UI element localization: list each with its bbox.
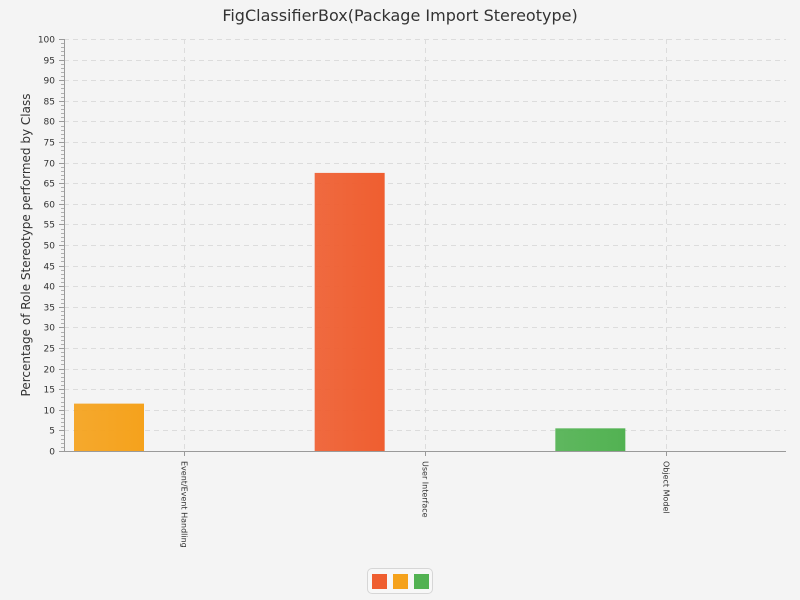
y-tick-label: 30 [44, 324, 56, 334]
y-tick-label: 90 [44, 77, 56, 87]
y-tick-label: 15 [44, 386, 55, 396]
y-tick-label: 75 [44, 139, 55, 149]
bar [74, 403, 144, 451]
y-tick-label: 85 [44, 98, 55, 108]
tick-labels: 0 5 10 15 20 25 30 35 40 45 50 55 60 65 70 75 80 85 90 95 10… [19, 36, 671, 548]
y-tick-label: 45 [44, 263, 55, 273]
chart-title: FigClassifierBox(Package Import Stereoty… [222, 6, 578, 25]
y-tick-label: 0 [49, 448, 55, 458]
grid-lines [64, 39, 786, 451]
y-tick-label: 40 [44, 283, 56, 293]
bar [314, 172, 385, 451]
bars [74, 172, 626, 451]
x-tick-label: Object Model [662, 461, 671, 514]
y-tick-label: 35 [44, 304, 55, 314]
y-tick-label: 80 [44, 118, 56, 128]
legend-swatch [372, 574, 387, 589]
bar [555, 428, 626, 451]
y-tick-label: 100 [38, 36, 55, 46]
axes [59, 39, 786, 456]
y-tick-label: 10 [44, 407, 56, 417]
y-tick-label: 5 [49, 427, 55, 437]
x-tick-label: Event/Event Handling [180, 461, 189, 548]
legend [367, 568, 433, 594]
y-tick-label: 25 [44, 345, 55, 355]
y-tick-label: 20 [44, 366, 56, 376]
legend-swatch [414, 574, 429, 589]
y-tick-label: 65 [44, 180, 55, 190]
y-axis-title: Percentage of Role Stereotype performed … [19, 94, 33, 397]
x-tick-label: User Interface [421, 461, 430, 518]
y-tick-label: 70 [44, 160, 56, 170]
y-tick-label: 55 [44, 221, 55, 231]
y-tick-label: 50 [44, 242, 56, 252]
legend-swatch [393, 574, 408, 589]
y-tick-label: 95 [44, 57, 55, 67]
y-tick-label: 60 [44, 201, 56, 211]
